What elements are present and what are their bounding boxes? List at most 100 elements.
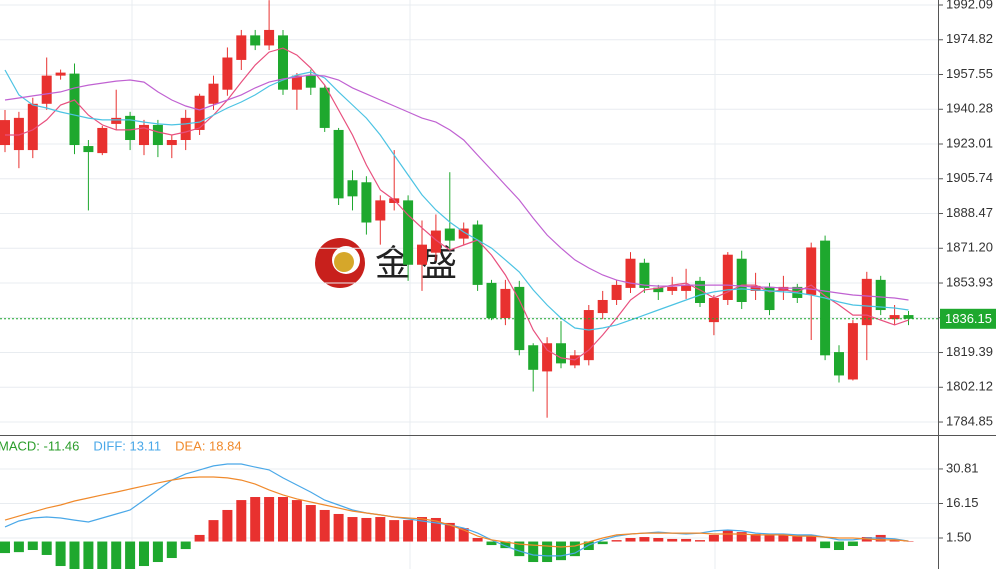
candle-body xyxy=(722,254,733,300)
macd-bar xyxy=(278,497,288,542)
candle-body xyxy=(695,280,705,303)
macd-bar xyxy=(194,534,205,542)
candle-body xyxy=(125,115,136,141)
candle-body xyxy=(41,75,52,104)
macd-bar xyxy=(681,538,692,542)
candle-body xyxy=(403,200,414,265)
macd-bar xyxy=(236,500,247,542)
watermark-text: 金 盛 xyxy=(375,243,457,284)
macd-bar xyxy=(97,541,108,569)
macd-bar xyxy=(125,541,136,569)
macd-bar xyxy=(722,529,733,542)
macd-bar xyxy=(569,541,580,557)
legend-label: DIFF: 13.11 xyxy=(93,438,161,453)
y-tick-label: 1888.47 xyxy=(946,205,993,220)
macd-bar xyxy=(653,537,664,542)
candle-body xyxy=(180,117,191,141)
macd-bar xyxy=(736,532,747,542)
macd-bar xyxy=(375,517,386,542)
candle-body xyxy=(875,279,886,311)
candle-body xyxy=(83,146,94,153)
candle-body xyxy=(861,278,872,326)
candle-body xyxy=(542,343,553,372)
macd-bar xyxy=(417,517,427,542)
candle-body xyxy=(500,288,511,319)
macd-bar xyxy=(611,540,622,542)
y-tick-label: 1992.09 xyxy=(946,0,993,11)
y-tick-label: 1974.82 xyxy=(946,31,993,46)
candle-body xyxy=(583,310,594,361)
macd-bar xyxy=(430,517,441,542)
candle-body xyxy=(97,127,108,154)
candle-body xyxy=(834,352,844,376)
macd-bar xyxy=(556,541,566,561)
macd-bar xyxy=(41,541,52,555)
macd-bar xyxy=(625,537,636,542)
macd-bar xyxy=(69,541,80,569)
last-price-box xyxy=(940,308,996,329)
macd-bar xyxy=(27,541,38,551)
candle-body xyxy=(736,258,747,302)
macd-bar xyxy=(291,500,302,542)
macd-bar xyxy=(820,541,831,549)
moving-average xyxy=(4,74,909,301)
candle-body xyxy=(625,258,636,288)
candle-body xyxy=(486,282,497,319)
macd-bar xyxy=(639,537,650,542)
macd-bar xyxy=(806,534,817,542)
macd-bar xyxy=(319,509,330,542)
y-tick-label: 1802.12 xyxy=(946,379,993,394)
macd-bar xyxy=(834,541,844,551)
candle-body xyxy=(653,287,664,293)
candle-body xyxy=(111,117,122,124)
macd-bar xyxy=(458,528,469,542)
candle-body xyxy=(417,244,427,265)
macd-bar xyxy=(250,497,261,542)
dea-line xyxy=(4,476,909,548)
y-tick-label: 1923.01 xyxy=(946,135,993,150)
macd-bar xyxy=(389,520,400,542)
candle-body xyxy=(847,323,858,380)
macd-bar xyxy=(180,541,191,550)
candle-body xyxy=(458,228,469,239)
macd-bar xyxy=(514,541,525,557)
y-tick-label: 1957.55 xyxy=(946,66,993,81)
macd-bar xyxy=(695,540,705,542)
candle-body xyxy=(55,72,66,76)
candle-body xyxy=(903,315,914,319)
y-tick-label: 1819.39 xyxy=(946,344,993,359)
diff-line xyxy=(4,463,909,557)
candle-body xyxy=(778,286,789,291)
macd-bar xyxy=(542,541,553,563)
macd-bar xyxy=(55,541,66,567)
macd-bar xyxy=(139,541,149,567)
candle-body xyxy=(361,182,372,223)
y-tick-label: 1853.93 xyxy=(946,274,993,289)
candle-body xyxy=(319,87,330,128)
candle-body xyxy=(806,247,817,295)
candle-body xyxy=(194,95,205,130)
candle-body xyxy=(528,345,539,370)
macd-bar xyxy=(264,497,275,542)
candle-body xyxy=(333,129,344,199)
legend-label: DEA: 18.84 xyxy=(175,438,242,453)
candle-body xyxy=(611,284,622,300)
last-price-label: 1836.15 xyxy=(945,311,992,326)
candle-body xyxy=(514,286,525,351)
macd-bar xyxy=(750,533,761,542)
moving-average xyxy=(5,47,909,361)
macd-bar xyxy=(166,541,177,559)
macd-bar xyxy=(347,517,358,542)
watermark: 金 盛 xyxy=(315,238,457,288)
candle-body xyxy=(681,284,692,291)
macd-bar xyxy=(667,538,678,542)
candle-body xyxy=(375,200,386,221)
macd-bar xyxy=(847,541,858,547)
candle-body xyxy=(166,140,177,146)
macd-bar xyxy=(889,540,900,542)
y-tick-label: 1784.85 xyxy=(946,413,993,428)
candle-body xyxy=(250,35,261,46)
y-tick-label: 30.81 xyxy=(946,460,979,475)
macd-bar xyxy=(708,534,719,542)
candle-body xyxy=(597,299,608,314)
